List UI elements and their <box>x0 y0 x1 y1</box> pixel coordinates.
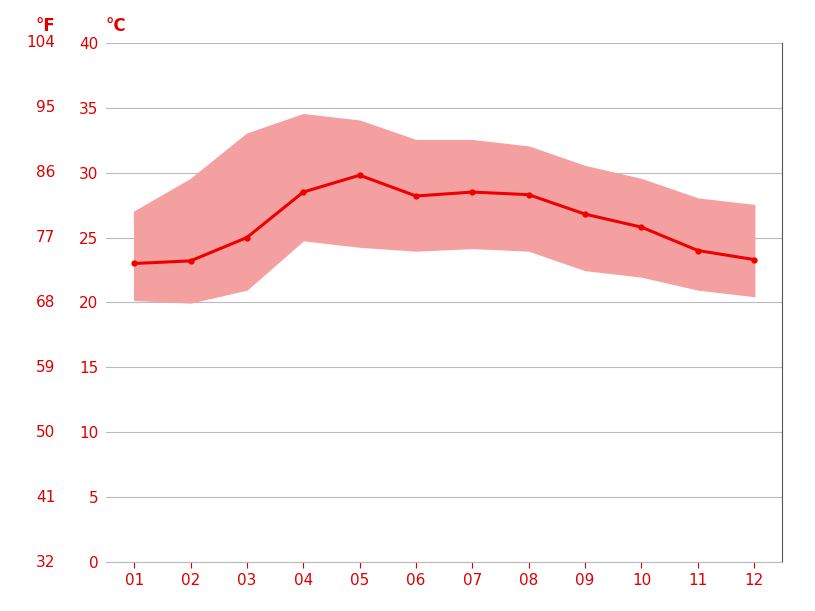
Text: 77: 77 <box>36 230 55 245</box>
Text: 104: 104 <box>26 35 55 50</box>
Text: 95: 95 <box>36 100 55 115</box>
Text: 59: 59 <box>36 360 55 375</box>
Text: 68: 68 <box>36 295 55 310</box>
Text: 50: 50 <box>36 425 55 440</box>
Text: 41: 41 <box>36 489 55 505</box>
Text: °F: °F <box>36 17 55 35</box>
Text: 86: 86 <box>36 165 55 180</box>
Text: °C: °C <box>106 17 126 35</box>
Text: 32: 32 <box>36 555 55 569</box>
